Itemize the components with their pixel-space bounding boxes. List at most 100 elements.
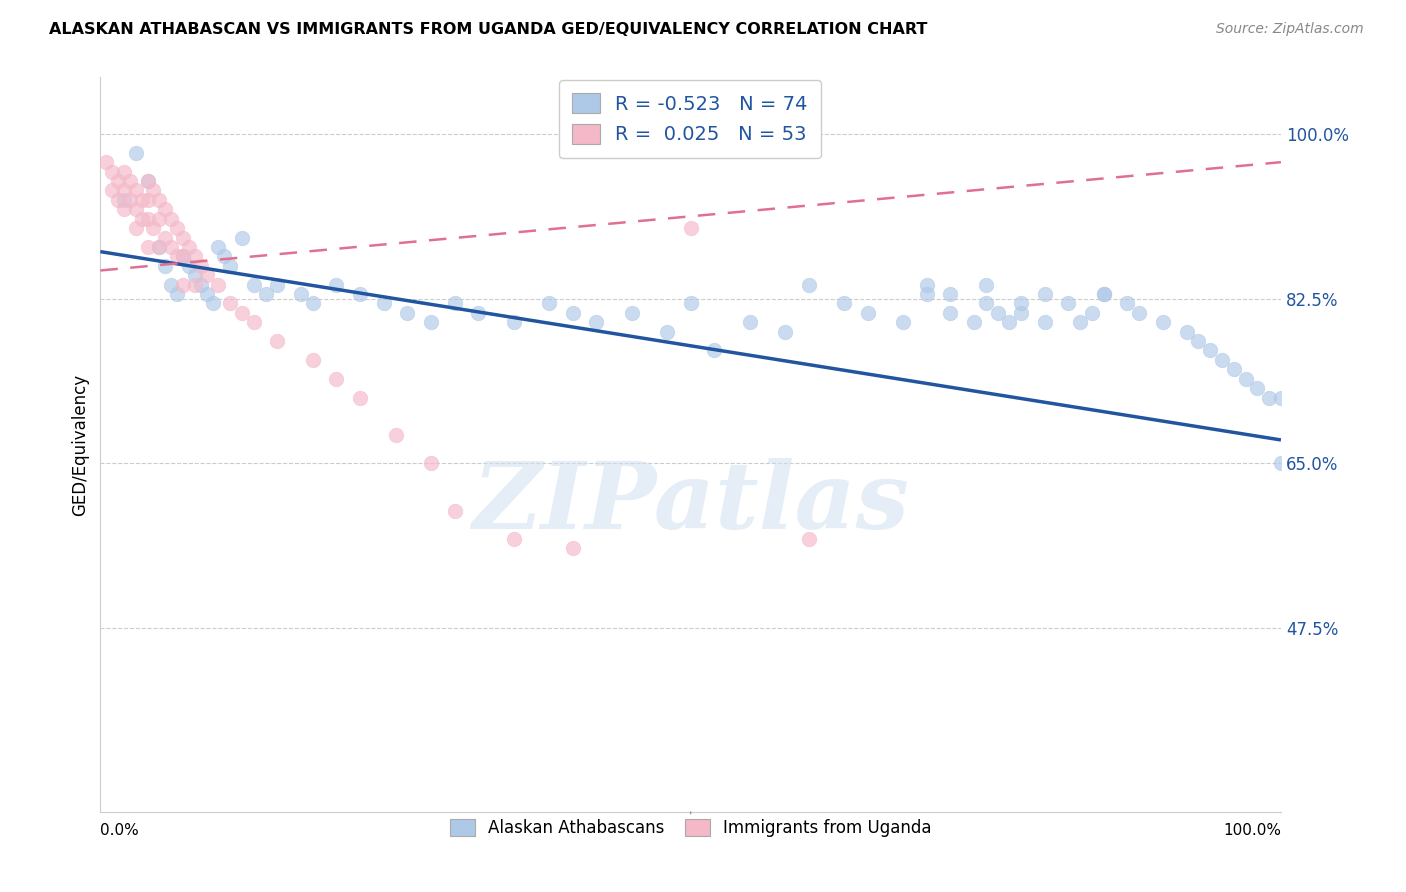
Point <box>373 296 395 310</box>
Point <box>561 541 583 556</box>
Point <box>1010 296 1032 310</box>
Point <box>219 259 242 273</box>
Point <box>184 268 207 282</box>
Point <box>160 211 183 226</box>
Point <box>125 145 148 160</box>
Point <box>148 240 170 254</box>
Point <box>125 202 148 217</box>
Point <box>773 325 796 339</box>
Point <box>963 315 986 329</box>
Point <box>207 277 229 292</box>
Point <box>1033 315 1056 329</box>
Point <box>266 334 288 348</box>
Point <box>585 315 607 329</box>
Point <box>160 277 183 292</box>
Point <box>142 221 165 235</box>
Point <box>96 155 118 169</box>
Point <box>1211 352 1233 367</box>
Point <box>1092 287 1115 301</box>
Point <box>915 287 938 301</box>
Legend: Alaskan Athabascans, Immigrants from Uganda: Alaskan Athabascans, Immigrants from Uga… <box>443 813 938 844</box>
Point <box>987 306 1010 320</box>
Point <box>155 259 177 273</box>
Point <box>112 202 135 217</box>
Point <box>219 296 242 310</box>
Point <box>561 306 583 320</box>
Point <box>856 306 879 320</box>
Point <box>142 183 165 197</box>
Point <box>131 193 153 207</box>
Point <box>136 240 159 254</box>
Point <box>797 277 820 292</box>
Point <box>349 391 371 405</box>
Point <box>939 306 962 320</box>
Point <box>136 193 159 207</box>
Point <box>172 230 194 244</box>
Point <box>172 249 194 263</box>
Point <box>1092 287 1115 301</box>
Point <box>537 296 560 310</box>
Point <box>655 325 678 339</box>
Point <box>148 240 170 254</box>
Point <box>1199 343 1222 358</box>
Point <box>797 532 820 546</box>
Point <box>155 230 177 244</box>
Point <box>125 221 148 235</box>
Point <box>349 287 371 301</box>
Point <box>184 277 207 292</box>
Point <box>1069 315 1091 329</box>
Point <box>201 296 224 310</box>
Point <box>243 315 266 329</box>
Point <box>148 193 170 207</box>
Point <box>290 287 312 301</box>
Point <box>166 287 188 301</box>
Point <box>148 211 170 226</box>
Point <box>1187 334 1209 348</box>
Point <box>166 249 188 263</box>
Point <box>738 315 761 329</box>
Point <box>1270 391 1292 405</box>
Point <box>915 277 938 292</box>
Point <box>155 202 177 217</box>
Point <box>1116 296 1139 310</box>
Point <box>190 277 212 292</box>
Point <box>172 249 194 263</box>
Point <box>467 306 489 320</box>
Point <box>1081 306 1104 320</box>
Point <box>1033 287 1056 301</box>
Point <box>502 532 524 546</box>
Point <box>974 277 997 292</box>
Point <box>166 221 188 235</box>
Point <box>136 174 159 188</box>
Point <box>974 296 997 310</box>
Point <box>998 315 1021 329</box>
Point <box>419 315 441 329</box>
Point <box>443 503 465 517</box>
Point <box>1175 325 1198 339</box>
Point <box>891 315 914 329</box>
Point <box>254 287 277 301</box>
Point <box>118 174 141 188</box>
Point <box>184 249 207 263</box>
Point <box>101 164 124 178</box>
Point <box>207 240 229 254</box>
Point <box>325 277 347 292</box>
Text: 0.0%: 0.0% <box>100 823 139 838</box>
Text: 100.0%: 100.0% <box>1223 823 1281 838</box>
Point <box>679 296 702 310</box>
Point <box>112 183 135 197</box>
Point <box>620 306 643 320</box>
Point <box>1222 362 1244 376</box>
Point <box>302 352 325 367</box>
Point <box>1152 315 1174 329</box>
Point <box>136 211 159 226</box>
Point <box>302 296 325 310</box>
Point <box>195 268 218 282</box>
Point <box>214 249 236 263</box>
Point <box>1258 391 1281 405</box>
Point <box>195 287 218 301</box>
Point <box>172 277 194 292</box>
Point <box>396 306 419 320</box>
Point <box>325 372 347 386</box>
Point <box>1010 306 1032 320</box>
